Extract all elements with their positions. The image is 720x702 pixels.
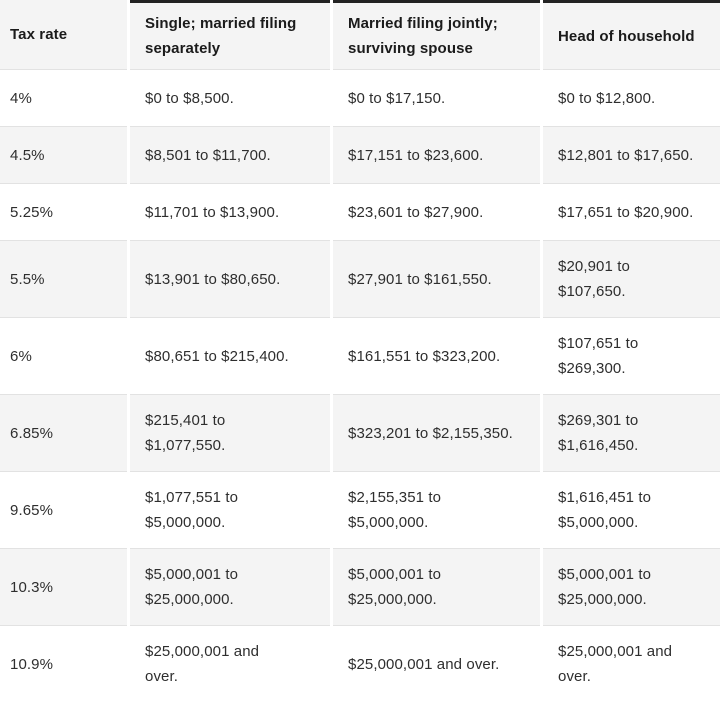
col-header-single-married-separate: Single; married filing separately [130, 0, 330, 69]
col-header-head-of-household: Head of household [543, 0, 720, 69]
hoh-range-cell: $269,301 to $1,616,450. [543, 394, 720, 471]
joint-range-cell: $161,551 to $323,200. [333, 317, 540, 394]
table-row: 10.3% $5,000,001 to $25,000,000. $5,000,… [0, 548, 720, 625]
table-row: 5.5% $13,901 to $80,650. $27,901 to $161… [0, 240, 720, 317]
hoh-range-cell: $12,801 to $17,650. [543, 126, 720, 183]
tax-rate-cell: 4.5% [0, 126, 127, 183]
joint-range-cell: $25,000,001 and over. [333, 625, 540, 702]
single-range-cell: $215,401 to $1,077,550. [130, 394, 330, 471]
table-row: 9.65% $1,077,551 to $5,000,000. $2,155,3… [0, 471, 720, 548]
single-range-cell: $8,501 to $11,700. [130, 126, 330, 183]
joint-range-cell: $2,155,351 to $5,000,000. [333, 471, 540, 548]
tax-rate-cell: 10.9% [0, 625, 127, 702]
tax-rate-cell: 5.25% [0, 183, 127, 240]
joint-range-cell: $5,000,001 to $25,000,000. [333, 548, 540, 625]
table-row: 5.25% $11,701 to $13,900. $23,601 to $27… [0, 183, 720, 240]
tax-rate-cell: 9.65% [0, 471, 127, 548]
table-row: 6.85% $215,401 to $1,077,550. $323,201 t… [0, 394, 720, 471]
single-range-cell: $80,651 to $215,400. [130, 317, 330, 394]
tax-rate-cell: 6% [0, 317, 127, 394]
hoh-range-cell: $1,616,451 to $5,000,000. [543, 471, 720, 548]
table-row: 4% $0 to $8,500. $0 to $17,150. $0 to $1… [0, 69, 720, 126]
table-row: 4.5% $8,501 to $11,700. $17,151 to $23,6… [0, 126, 720, 183]
single-range-cell: $1,077,551 to $5,000,000. [130, 471, 330, 548]
tax-rate-cell: 10.3% [0, 548, 127, 625]
hoh-range-cell: $0 to $12,800. [543, 69, 720, 126]
single-range-cell: $13,901 to $80,650. [130, 240, 330, 317]
hoh-range-cell: $5,000,001 to $25,000,000. [543, 548, 720, 625]
tax-rate-cell: 6.85% [0, 394, 127, 471]
single-range-cell: $11,701 to $13,900. [130, 183, 330, 240]
joint-range-cell: $323,201 to $2,155,350. [333, 394, 540, 471]
single-range-cell: $25,000,001 and over. [130, 625, 330, 702]
table-row: 10.9% $25,000,001 and over. $25,000,001 … [0, 625, 720, 702]
joint-range-cell: $17,151 to $23,600. [333, 126, 540, 183]
hoh-range-cell: $25,000,001 and over. [543, 625, 720, 702]
hoh-range-cell: $107,651 to $269,300. [543, 317, 720, 394]
single-range-cell: $5,000,001 to $25,000,000. [130, 548, 330, 625]
single-range-cell: $0 to $8,500. [130, 69, 330, 126]
joint-range-cell: $0 to $17,150. [333, 69, 540, 126]
joint-range-cell: $27,901 to $161,550. [333, 240, 540, 317]
table-header-row: Tax rate Single; married filing separate… [0, 0, 720, 69]
table-row: 6% $80,651 to $215,400. $161,551 to $323… [0, 317, 720, 394]
col-header-tax-rate: Tax rate [0, 0, 127, 69]
hoh-range-cell: $17,651 to $20,900. [543, 183, 720, 240]
col-header-married-joint-surviving-spouse: Married filing jointly; surviving spouse [333, 0, 540, 69]
tax-rate-cell: 4% [0, 69, 127, 126]
tax-rate-cell: 5.5% [0, 240, 127, 317]
hoh-range-cell: $20,901 to $107,650. [543, 240, 720, 317]
joint-range-cell: $23,601 to $27,900. [333, 183, 540, 240]
